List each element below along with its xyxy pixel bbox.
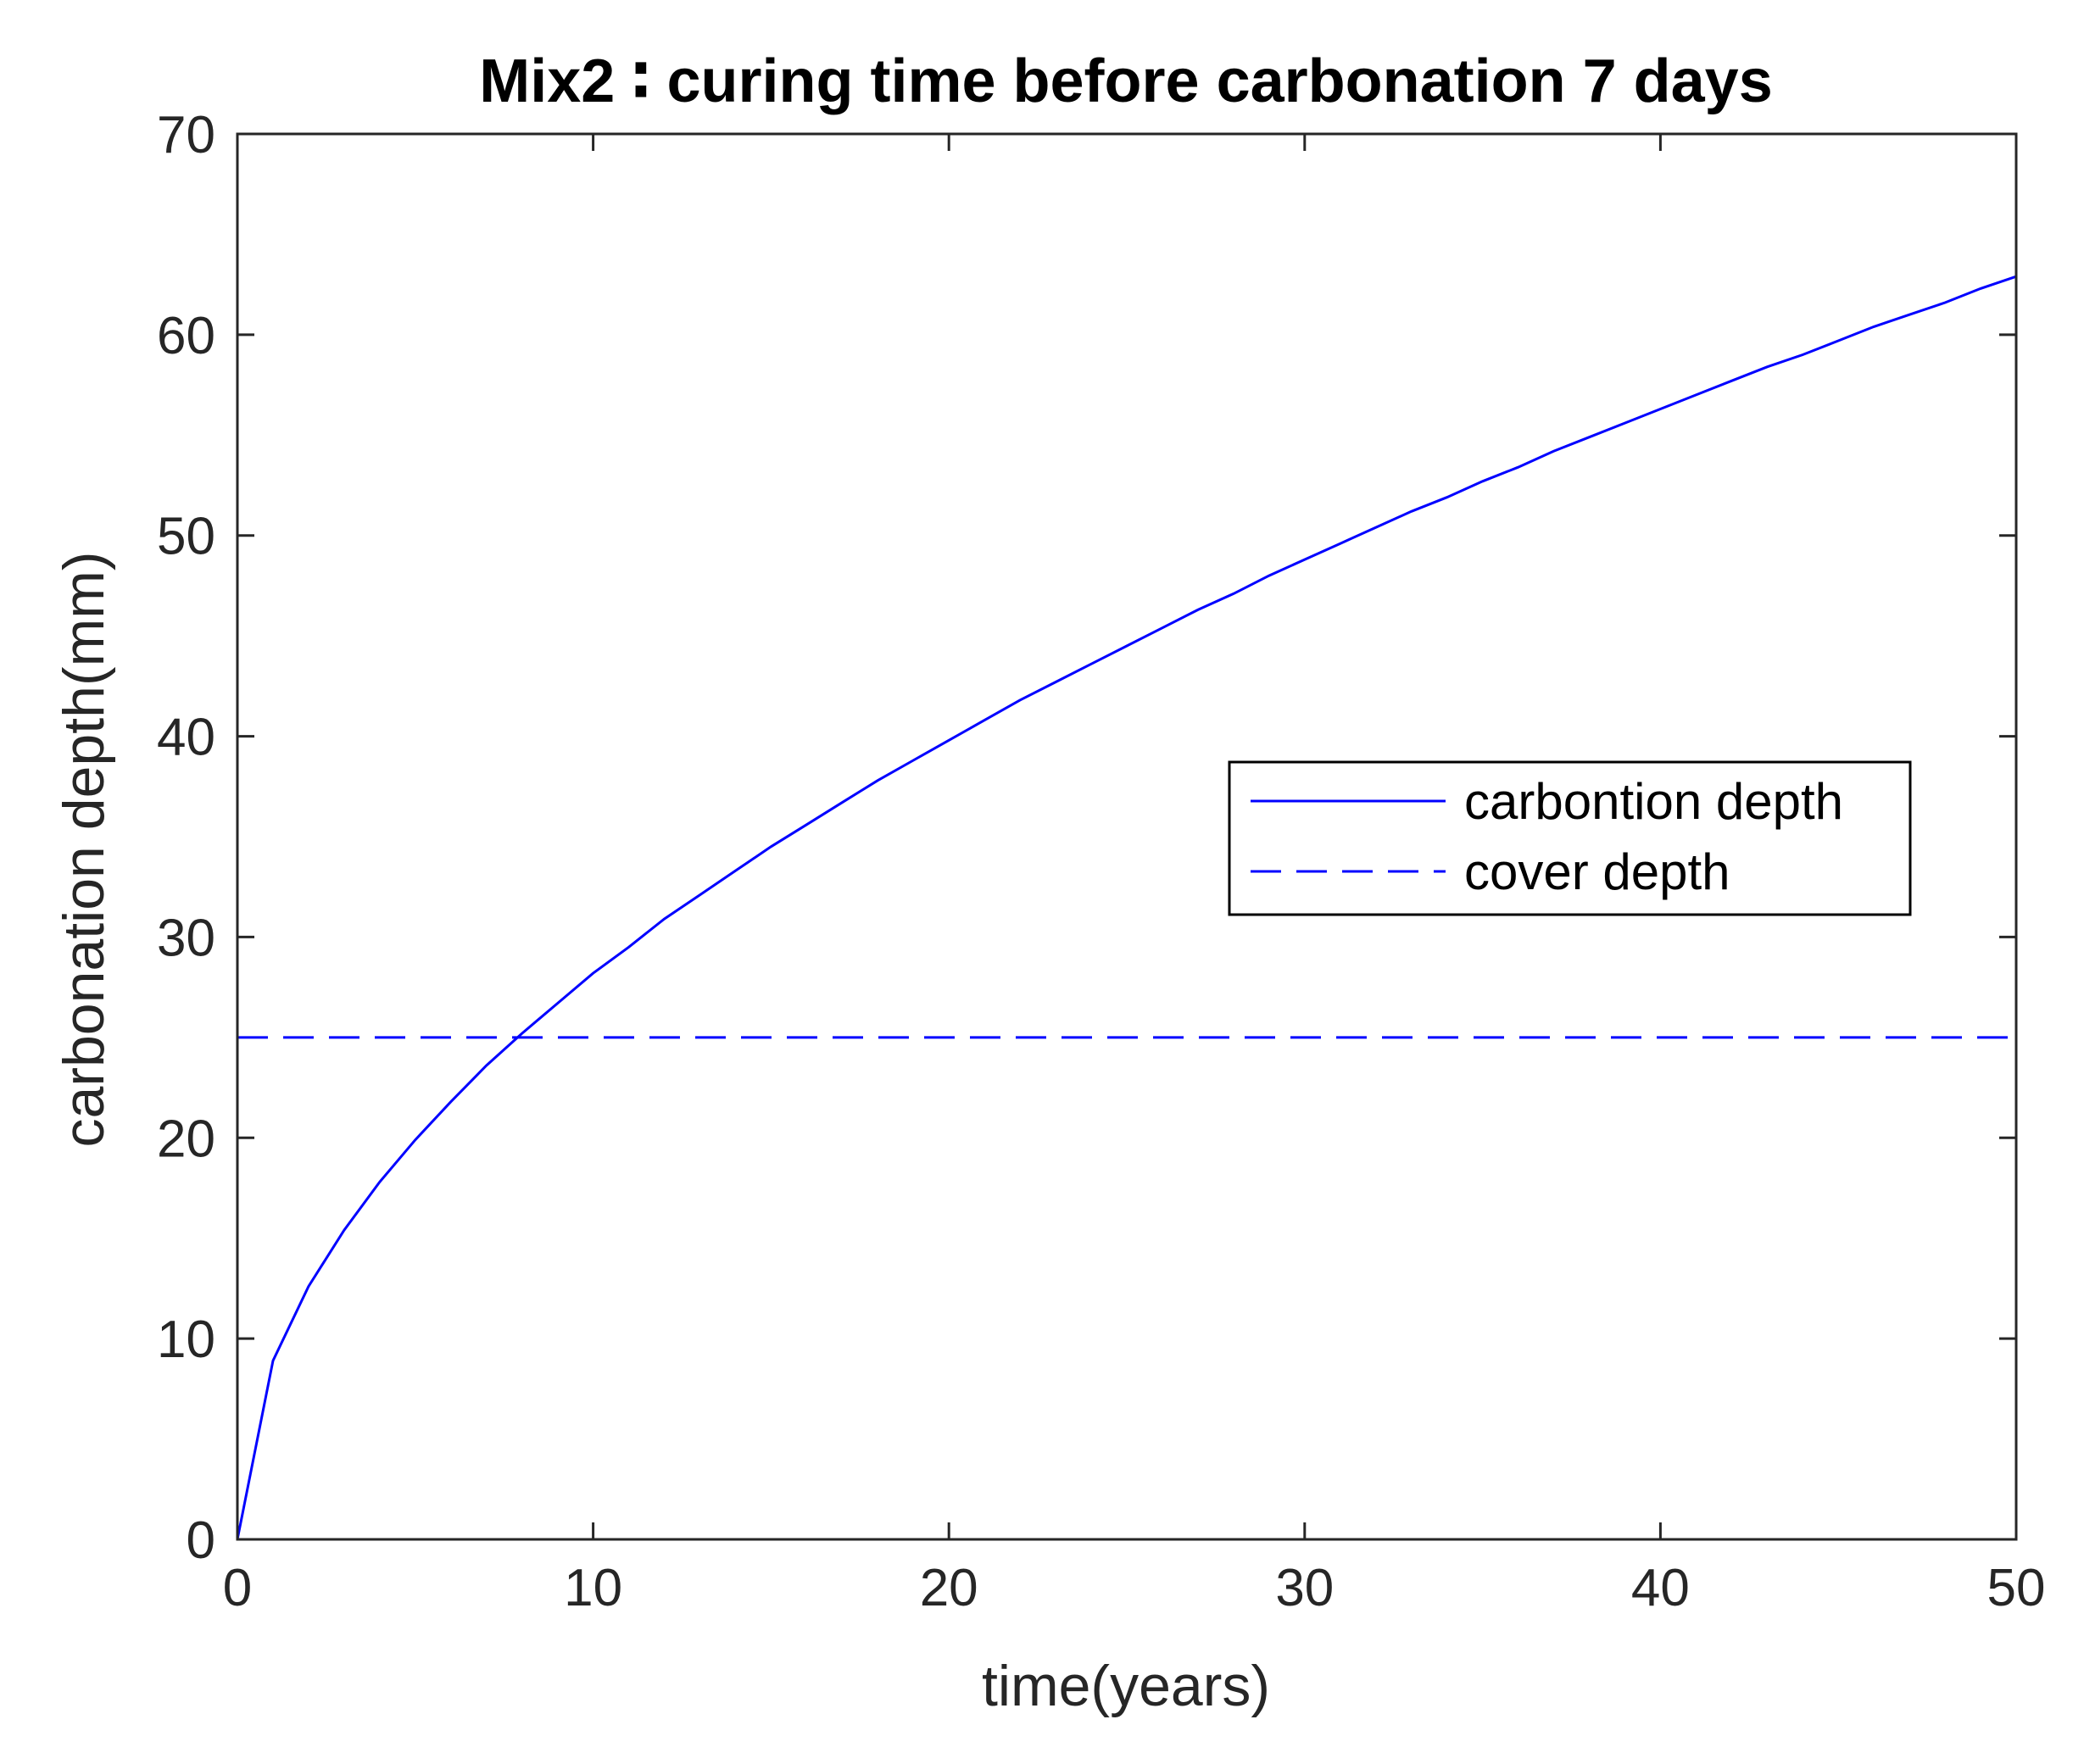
series-layer	[236, 275, 2017, 1540]
x-tick-label: 50	[1987, 1559, 2046, 1617]
x-tick-label: 40	[1631, 1559, 1690, 1617]
y-tick-label: 40	[157, 709, 215, 767]
chart-title: Mix2 ∶ curing time before carbonation 7 …	[479, 47, 1773, 115]
x-axis-label: time(years)	[982, 1654, 1270, 1718]
legend: carbontion depth cover depth	[1228, 760, 1912, 916]
x-tick-label: 30	[1275, 1559, 1334, 1617]
ticks-layer: 0 10 20 30 40 50 0 10 20 30 40 50 60 70	[157, 106, 2045, 1617]
x-tick-label: 20	[920, 1559, 978, 1617]
axes-frame	[236, 132, 2018, 1541]
legend-label-cover-depth: cover depth	[1464, 843, 1730, 900]
legend-box	[1228, 760, 1912, 916]
x-tick-label: 0	[223, 1559, 252, 1617]
legend-label-carbontion-depth: carbontion depth	[1464, 773, 1843, 830]
y-tick-label: 70	[157, 106, 215, 164]
y-tick-label: 30	[157, 909, 215, 967]
y-axis-label: carbonation depth(mm)	[52, 551, 116, 1147]
y-tick-label: 50	[157, 508, 215, 566]
y-tick-label: 10	[157, 1310, 215, 1369]
series-line-carbontion-depth	[236, 275, 2017, 1540]
x-tick-label: 10	[564, 1559, 622, 1617]
y-tick-label: 60	[157, 307, 215, 365]
y-tick-label: 0	[187, 1511, 215, 1570]
y-tick-label: 20	[157, 1110, 215, 1168]
